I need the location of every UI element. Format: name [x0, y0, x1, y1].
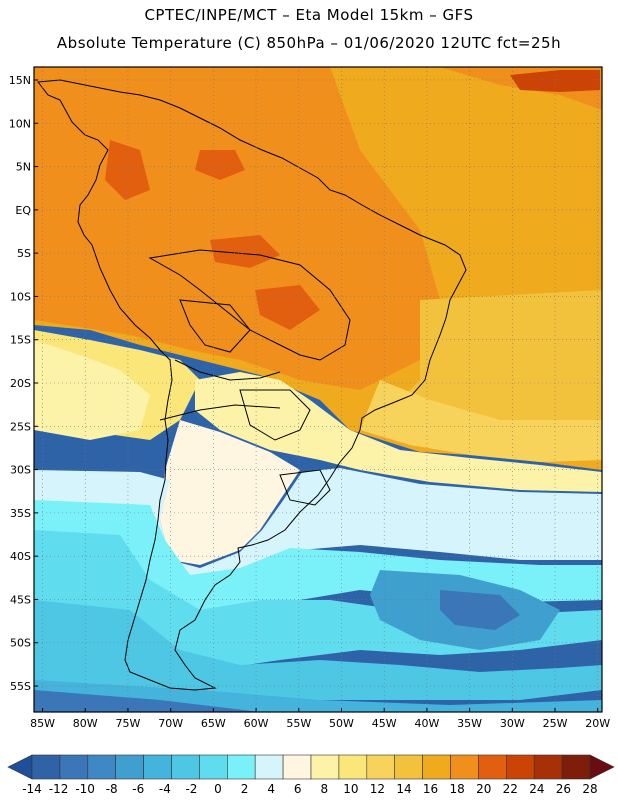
lon-label: 65W [201, 717, 226, 730]
lon-label: 35W [457, 717, 482, 730]
lon-label: 25W [543, 717, 568, 730]
colorbar-swatch [505, 754, 535, 780]
colorbar-label: 0 [214, 782, 222, 796]
colorbar-label: -10 [75, 782, 95, 796]
colorbar-label: 18 [450, 782, 465, 796]
colorbar-swatch [422, 754, 451, 780]
lat-label: 5N [16, 161, 31, 174]
colorbar-label: 24 [529, 782, 544, 796]
lat-label: 15S [10, 334, 31, 347]
colorbar-label: 20 [476, 782, 491, 796]
lat-label: 40S [10, 550, 31, 563]
colorbar-label: 4 [267, 782, 275, 796]
colorbar-label: 2 [241, 782, 249, 796]
latitude-axis: 15N 10N 5N EQ 5S 10S 15S 20S 25S 30S 35S 40S 45S 50S 5… [9, 74, 38, 693]
map-frame [33, 66, 603, 713]
colorbar-label: 22 [503, 782, 518, 796]
colorbar-label: -14 [22, 782, 42, 796]
colorbar: -14 -12 -10 -8 -6 -4 -2 0 2 4 6 8 10 12 14 16 18 20 22 24 26… [7, 754, 615, 796]
colorbar-swatch [478, 754, 507, 780]
lat-label: 20S [10, 377, 31, 390]
lon-label: 60W [244, 717, 269, 730]
colorbar-swatch [338, 754, 368, 780]
lat-label: 10N [9, 117, 31, 130]
lon-label: 85W [30, 717, 55, 730]
coastline [37, 79, 467, 691]
colorbar-swatch [394, 754, 423, 780]
colorbar-label: 26 [556, 782, 571, 796]
colorbar-over-arrow [589, 754, 615, 780]
colorbar-label: -6 [132, 782, 144, 796]
colorbar-label: 12 [370, 782, 385, 796]
temperature-field [34, 67, 602, 712]
colorbar-label: 14 [396, 782, 411, 796]
longitude-axis: 85W 80W 75W 70W 65W 60W 55W 50W 45W 40W 35W 30W 25W 2… [30, 708, 610, 730]
colorbar-swatch [561, 754, 591, 780]
lat-label: 35S [10, 507, 31, 520]
colorbar-label: -8 [106, 782, 118, 796]
lon-label: 80W [73, 717, 98, 730]
lon-label: 45W [372, 717, 397, 730]
colorbar-swatch [143, 754, 172, 780]
lat-label: 50S [10, 637, 31, 650]
colorbar-label: 28 [582, 782, 597, 796]
lon-label: 30W [500, 717, 525, 730]
colorbar-label: 10 [343, 782, 358, 796]
lat-label: 10S [10, 290, 31, 303]
colorbar-swatch [87, 754, 117, 780]
colorbar-swatch [171, 754, 200, 780]
colorbar-swatch [227, 754, 256, 780]
colorbar-label: 16 [423, 782, 438, 796]
colorbar-swatch [282, 754, 312, 780]
colorbar-swatch [366, 754, 395, 780]
colorbar-swatch [59, 754, 89, 780]
lon-label: 40W [414, 717, 439, 730]
lat-label: EQ [15, 204, 31, 217]
colorbar-swatch [31, 754, 61, 780]
lat-label: 15N [9, 74, 31, 87]
colorbar-swatch [254, 754, 284, 780]
map-title-line-2: Absolute Temperature (C) 850hPa – 01/06/… [56, 34, 562, 52]
map-title-line-1: CPTEC/INPE/MCT – Eta Model 15km – GFS [144, 6, 474, 24]
lat-label: 45S [10, 593, 31, 606]
lon-label: 20W [585, 717, 610, 730]
colorbar-label: -4 [159, 782, 171, 796]
colorbar-swatch [310, 754, 340, 780]
colorbar-swatch [115, 754, 144, 780]
lat-label: 5S [17, 247, 31, 260]
lat-label: 55S [10, 680, 31, 693]
colorbar-label: -2 [185, 782, 197, 796]
lon-label: 50W [329, 717, 354, 730]
colorbar-swatch [450, 754, 479, 780]
lon-label: 75W [116, 717, 141, 730]
colorbar-under-arrow [7, 754, 33, 780]
lon-label: 55W [286, 717, 311, 730]
colorbar-swatch [199, 754, 228, 780]
colorbar-label: 6 [294, 782, 302, 796]
colorbar-swatch [533, 754, 563, 780]
lat-label: 30S [10, 464, 31, 477]
colorbar-label: 8 [320, 782, 328, 796]
lon-label: 70W [158, 717, 183, 730]
colorbar-label: -12 [49, 782, 69, 796]
gridlines [34, 67, 602, 712]
lat-label: 25S [10, 420, 31, 433]
